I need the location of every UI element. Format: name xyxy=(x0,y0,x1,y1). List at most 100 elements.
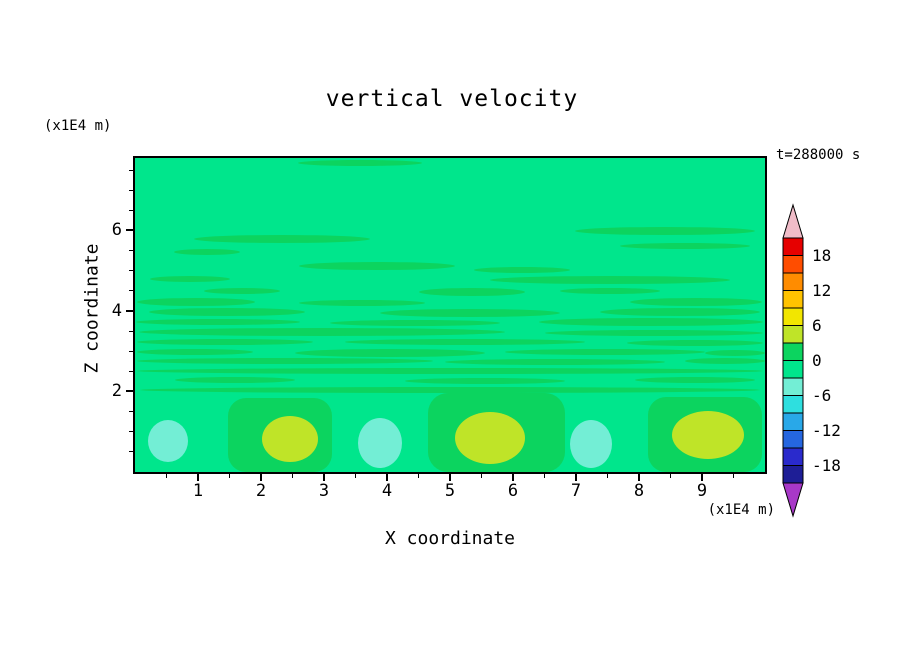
velocity-streak xyxy=(685,358,765,364)
x-minor-tick xyxy=(355,474,356,478)
updraft-core xyxy=(262,416,318,462)
velocity-streak xyxy=(137,339,313,345)
colorbar-tick-label: 12 xyxy=(812,280,832,300)
velocity-streak xyxy=(505,349,705,355)
colorbar-tick-label: -18 xyxy=(812,455,841,475)
y-minor-tick xyxy=(129,250,133,252)
y-axis-unit-label: (x1E4 m) xyxy=(44,118,112,134)
x-tick-label: 9 xyxy=(696,481,708,501)
y-minor-tick xyxy=(129,411,133,413)
x-minor-tick xyxy=(166,474,167,478)
x-major-tick xyxy=(260,474,262,481)
updraft-core xyxy=(455,412,525,464)
colorbar-segment xyxy=(782,412,804,431)
colorbar-tick-label: 0 xyxy=(812,350,822,370)
y-minor-tick xyxy=(129,270,133,272)
y-major-tick xyxy=(126,229,133,232)
velocity-streak xyxy=(545,330,763,336)
velocity-streak xyxy=(137,368,763,374)
velocity-streak xyxy=(445,359,665,365)
colorbar-segment xyxy=(782,430,804,449)
velocity-streak xyxy=(140,387,760,393)
x-minor-tick xyxy=(418,474,419,478)
colorbar-segment xyxy=(782,342,804,361)
x-major-tick xyxy=(575,474,577,481)
velocity-streak xyxy=(175,377,295,383)
x-major-tick xyxy=(386,474,388,481)
velocity-streak xyxy=(174,249,240,255)
y-tick-label: 2 xyxy=(111,381,122,402)
velocity-streak xyxy=(405,378,565,384)
x-tick-label: 1 xyxy=(192,481,204,501)
colorbar-segment xyxy=(782,237,804,256)
x-minor-tick xyxy=(292,474,293,478)
velocity-streak xyxy=(474,267,570,273)
colorbar-segment xyxy=(782,255,804,274)
x-tick-label: 8 xyxy=(633,481,645,501)
downdraft-core xyxy=(148,420,188,462)
velocity-streak xyxy=(298,160,422,166)
downdraft-core xyxy=(358,418,402,468)
time-annotation: t=288000 s xyxy=(776,147,861,163)
velocity-streak xyxy=(150,276,230,282)
y-minor-tick xyxy=(129,330,133,332)
x-major-tick xyxy=(323,474,325,481)
x-major-tick xyxy=(512,474,514,481)
y-tick-label: 4 xyxy=(111,300,122,321)
y-minor-tick xyxy=(129,370,133,372)
velocity-streak xyxy=(194,235,370,243)
velocity-streak xyxy=(137,358,433,364)
y-major-tick xyxy=(126,390,133,393)
x-major-tick xyxy=(638,474,640,481)
x-major-tick xyxy=(449,474,451,481)
velocity-streak xyxy=(137,298,255,306)
plot-area xyxy=(133,156,767,474)
updraft-core xyxy=(672,411,744,459)
velocity-streak xyxy=(635,377,755,383)
velocity-streak xyxy=(560,288,660,294)
x-minor-tick xyxy=(481,474,482,478)
contour-field xyxy=(135,158,765,472)
y-minor-tick xyxy=(129,350,133,352)
velocity-streak xyxy=(490,276,730,284)
y-minor-tick xyxy=(129,209,133,211)
colorbar-tick-label: -12 xyxy=(812,420,841,440)
x-major-tick xyxy=(701,474,703,481)
x-major-tick xyxy=(197,474,199,481)
velocity-streak xyxy=(419,288,525,296)
velocity-streak xyxy=(295,349,485,357)
velocity-streak xyxy=(627,340,763,346)
colorbar-segment xyxy=(782,325,804,344)
y-major-tick xyxy=(126,309,133,312)
x-tick-label: 4 xyxy=(381,481,393,501)
y-minor-tick xyxy=(129,451,133,453)
y-minor-tick xyxy=(129,189,133,191)
downdraft-core xyxy=(570,420,612,468)
colorbar-segment xyxy=(782,465,804,484)
colorbar-segment xyxy=(782,447,804,466)
colorbar-segment xyxy=(782,272,804,291)
colorbar-tick-label: 18 xyxy=(812,245,832,265)
colorbar-segment xyxy=(782,395,804,414)
colorbar-segment xyxy=(782,290,804,309)
y-minor-tick xyxy=(129,431,133,433)
velocity-streak xyxy=(575,227,755,235)
velocity-streak xyxy=(137,349,253,355)
velocity-streak xyxy=(705,350,765,356)
y-minor-tick xyxy=(129,169,133,171)
velocity-streak xyxy=(204,288,280,294)
velocity-streak xyxy=(380,309,560,317)
x-tick-label: 3 xyxy=(318,481,330,501)
colorbar xyxy=(782,203,804,518)
velocity-streak xyxy=(149,308,305,316)
velocity-streak xyxy=(136,319,300,325)
colorbar-arrow-top xyxy=(782,203,804,239)
x-tick-label: 7 xyxy=(570,481,582,501)
x-tick-label: 6 xyxy=(507,481,519,501)
x-tick-label: 5 xyxy=(444,481,456,501)
x-minor-tick xyxy=(733,474,734,478)
colorbar-segment xyxy=(782,360,804,379)
x-minor-tick xyxy=(607,474,608,478)
x-minor-tick xyxy=(229,474,230,478)
